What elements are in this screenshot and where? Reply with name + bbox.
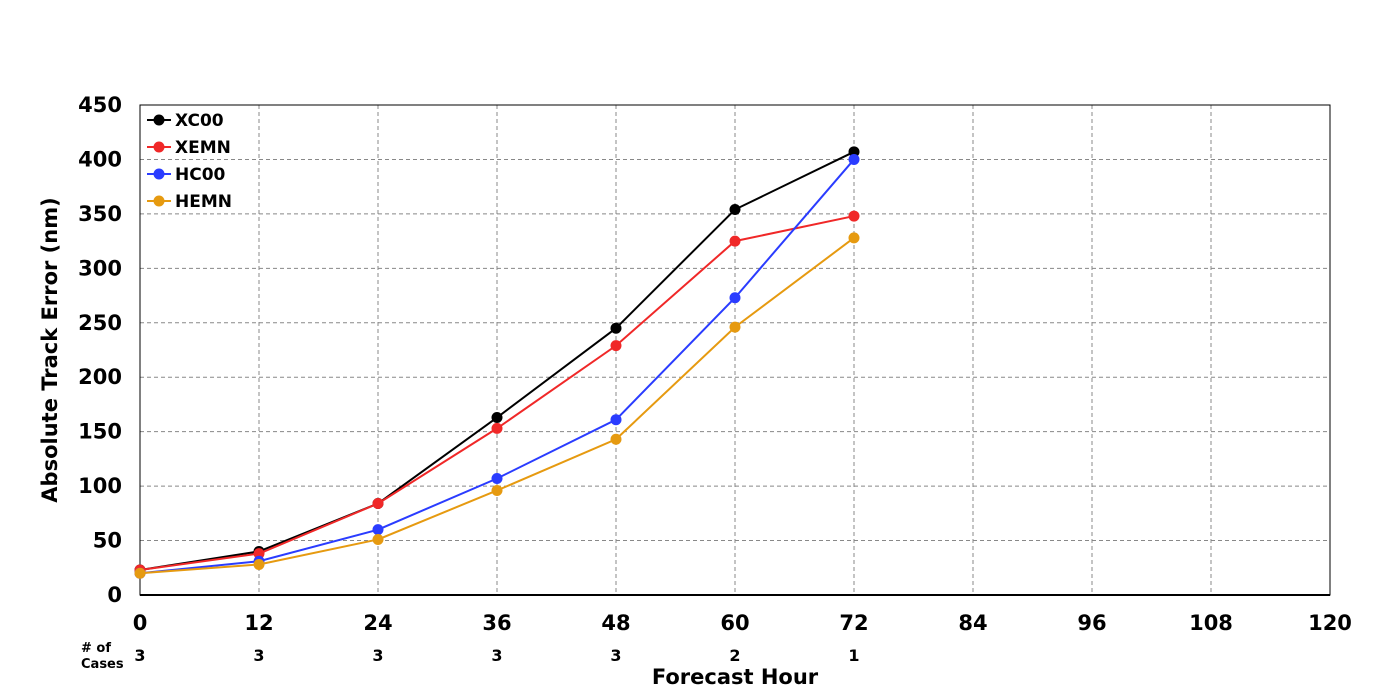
data-point [372,533,384,545]
x-tick-label: 108 [1189,611,1233,635]
data-point [253,559,265,571]
data-point [729,235,741,247]
x-axis-ticks: 0 12 24 36 48 60 72 84 96 108 120 [133,611,1352,635]
series-layer [134,146,860,579]
legend-item: HC00 [147,165,226,185]
x-tick-label: 72 [839,611,868,635]
data-point [729,292,741,304]
y-tick-label: 300 [78,256,122,280]
legend: XC00 XEMN HC00 HEMN [147,111,232,212]
y-axis-ticks: 0 50 100 150 200 250 300 350 400 450 [78,93,122,607]
data-point [729,204,741,216]
x-tick-label: 96 [1077,611,1106,635]
cases-label-line2: Cases [81,657,124,672]
grid-lines [140,105,1330,595]
x-tick-label: 120 [1308,611,1352,635]
data-point [848,146,860,158]
data-point [848,210,860,222]
legend-item: XEMN [147,138,231,158]
y-tick-label: 350 [78,202,122,226]
y-tick-label: 100 [78,474,122,498]
x-tick-label: 12 [244,611,273,635]
data-point [729,321,741,333]
x-tick-label: 48 [601,611,630,635]
y-tick-label: 450 [78,93,122,117]
cases-row: # of Cases 3 3 3 3 3 2 1 [81,641,860,672]
y-tick-label: 200 [78,365,122,389]
data-point [610,340,622,352]
case-count: 3 [491,646,502,665]
data-point [491,484,503,496]
case-count: 2 [729,646,740,665]
x-tick-label: 84 [958,611,987,635]
cases-label-line1: # of [81,641,111,656]
y-tick-label: 50 [93,529,122,553]
case-count: 1 [848,646,859,665]
y-axis-label: Absolute Track Error (nm) [38,197,62,502]
data-point [610,414,622,426]
x-tick-label: 36 [482,611,511,635]
data-point [610,322,622,334]
y-tick-label: 0 [107,583,122,607]
series-hemn [134,232,860,579]
legend-swatch-marker [153,168,165,180]
legend-swatch-marker [153,114,165,126]
case-count: 3 [372,646,383,665]
case-count: 3 [253,646,264,665]
data-point [491,472,503,484]
y-tick-label: 150 [78,420,122,444]
data-point [253,548,265,560]
legend-item: HEMN [147,192,232,212]
legend-swatch-marker [153,141,165,153]
data-point [848,153,860,165]
x-tick-label: 24 [363,611,392,635]
data-point [372,498,384,510]
case-count: 3 [610,646,621,665]
legend-label: HEMN [175,192,232,212]
x-axis-label: Forecast Hour [652,665,819,689]
data-point [491,422,503,434]
data-point [134,567,146,579]
legend-label: HC00 [175,165,226,185]
data-point [610,433,622,445]
case-count: 3 [134,646,145,665]
x-tick-label: 60 [720,611,749,635]
legend-item: XC00 [147,111,224,131]
y-tick-label: 250 [78,311,122,335]
x-tick-label: 0 [133,611,148,635]
legend-label: XEMN [175,138,231,158]
legend-swatch-marker [153,195,165,207]
y-tick-label: 400 [78,147,122,171]
data-point [848,232,860,244]
legend-label: XC00 [175,111,224,131]
data-point [372,524,384,536]
data-point [491,412,503,424]
